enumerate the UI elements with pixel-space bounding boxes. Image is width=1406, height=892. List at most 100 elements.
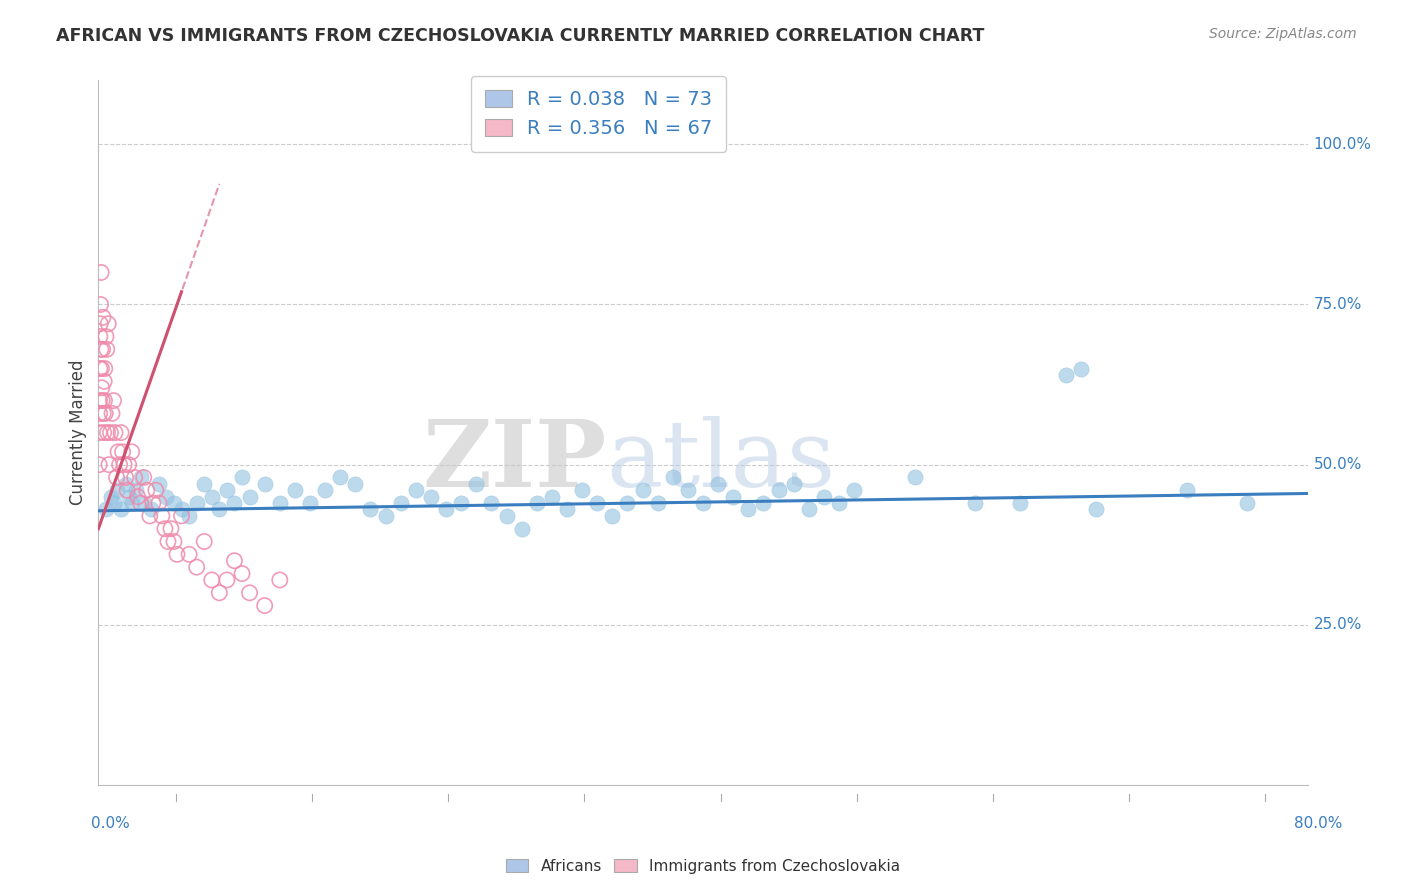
Text: 100.0%: 100.0% (1313, 136, 1372, 152)
Point (121, 496, 143, 510)
Point (193, 534, 215, 549)
Point (510, 522, 533, 536)
Point (450, 496, 472, 510)
Point (465, 476, 488, 491)
Point (434, 502, 457, 516)
Point (389, 496, 412, 510)
Point (89, 393, 111, 408)
Point (166, 547, 188, 561)
Point (602, 508, 624, 523)
Point (101, 406, 124, 420)
Point (828, 496, 851, 510)
Point (127, 490, 149, 504)
Text: AFRICAN VS IMMIGRANTS FROM CZECHOSLOVAKIA CURRENTLY MARRIED CORRELATION CHART: AFRICAN VS IMMIGRANTS FROM CZECHOSLOVAKI… (56, 27, 984, 45)
Point (97, 317, 120, 331)
Point (405, 483, 427, 498)
Text: 0.0%: 0.0% (91, 816, 131, 831)
Point (100, 490, 122, 504)
Point (103, 496, 125, 510)
Point (89, 458, 111, 472)
Point (90, 265, 112, 279)
Point (420, 490, 443, 504)
Point (90, 381, 112, 395)
Text: 80.0%: 80.0% (1295, 816, 1343, 831)
Point (114, 476, 136, 491)
Point (797, 502, 820, 516)
Point (160, 522, 183, 536)
Point (813, 490, 835, 504)
Point (163, 534, 186, 549)
Point (208, 502, 231, 516)
Legend: Africans, Immigrants from Czechoslovakia: Africans, Immigrants from Czechoslovakia (499, 853, 907, 880)
Point (224, 554, 246, 568)
Point (90, 343, 112, 357)
Point (692, 496, 714, 510)
Point (344, 476, 367, 491)
Point (239, 586, 262, 600)
Point (132, 470, 155, 484)
Point (571, 483, 593, 498)
Point (132, 496, 155, 510)
Point (91, 393, 114, 408)
Text: ZIP: ZIP (422, 416, 606, 506)
Point (965, 496, 987, 510)
Point (148, 496, 170, 510)
Point (1085, 502, 1108, 516)
Point (110, 425, 132, 440)
Point (201, 490, 224, 504)
Point (269, 496, 291, 510)
Point (110, 502, 132, 516)
Point (329, 470, 352, 484)
Point (360, 502, 382, 516)
Point (201, 573, 224, 587)
Point (90, 361, 112, 376)
Point (141, 502, 163, 516)
Point (239, 490, 262, 504)
Point (844, 483, 866, 498)
Point (153, 522, 176, 536)
Text: 25.0%: 25.0% (1313, 617, 1362, 632)
Point (94, 361, 117, 376)
Point (125, 483, 148, 498)
Point (118, 458, 141, 472)
Point (111, 445, 134, 459)
Point (540, 490, 562, 504)
Point (284, 483, 307, 498)
Point (1054, 368, 1077, 382)
Point (91, 310, 114, 325)
Point (163, 496, 186, 510)
Point (299, 496, 322, 510)
Point (93, 393, 115, 408)
Point (186, 560, 208, 574)
Point (179, 547, 201, 561)
Point (723, 490, 745, 504)
Point (89, 361, 111, 376)
Point (156, 534, 179, 549)
Point (103, 393, 125, 408)
Point (112, 458, 135, 472)
Point (215, 573, 238, 587)
Point (100, 425, 122, 440)
Point (115, 483, 138, 498)
Point (193, 476, 215, 491)
Point (707, 476, 730, 491)
Point (269, 573, 291, 587)
Point (737, 502, 759, 516)
Point (93, 375, 115, 389)
Point (314, 483, 336, 498)
Point (208, 586, 231, 600)
Point (768, 483, 790, 498)
Point (253, 599, 276, 613)
Point (150, 508, 173, 523)
Point (94, 406, 117, 420)
Point (142, 496, 165, 510)
Point (89, 425, 111, 440)
Point (114, 470, 136, 484)
Point (586, 496, 609, 510)
Point (89, 317, 111, 331)
Point (129, 496, 152, 510)
Point (555, 502, 578, 516)
Point (1236, 496, 1258, 510)
Point (105, 470, 128, 484)
Point (231, 470, 253, 484)
